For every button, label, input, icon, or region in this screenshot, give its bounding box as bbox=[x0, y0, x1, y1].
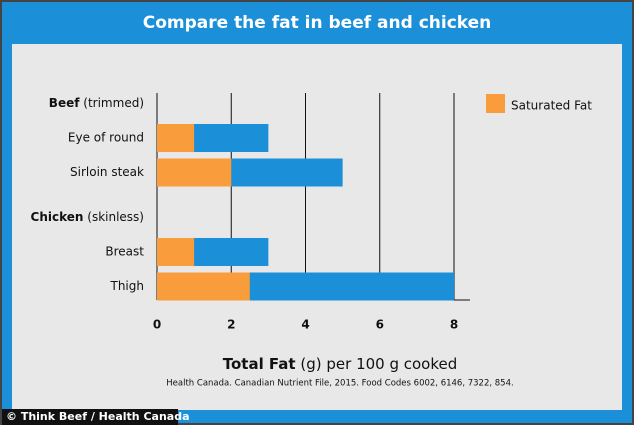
bar-saturated bbox=[157, 158, 232, 187]
group-name: Chicken bbox=[31, 210, 84, 224]
x-tick-label: 8 bbox=[450, 318, 458, 332]
x-axis-title: Total Fat (g) per 100 g cooked bbox=[223, 355, 458, 373]
legend-label: Saturated Fat bbox=[511, 99, 592, 113]
group-name: Beef bbox=[49, 96, 80, 110]
x-tick-label: 0 bbox=[153, 318, 161, 332]
bar-saturated bbox=[157, 272, 250, 301]
y-tick-label: Sirloin steak bbox=[70, 165, 144, 179]
group-label: Beef (trimmed) bbox=[49, 96, 144, 110]
group-detail: (trimmed) bbox=[83, 96, 144, 110]
bar-saturated bbox=[157, 238, 195, 266]
y-tick-label: Thigh bbox=[110, 279, 145, 293]
y-tick-label: Breast bbox=[105, 245, 144, 259]
x-tick-label: 2 bbox=[227, 318, 235, 332]
chart-title: Compare the fat in beef and chicken bbox=[143, 13, 492, 33]
panel bbox=[12, 44, 622, 410]
legend-swatch bbox=[486, 94, 505, 113]
x-axis-detail: (g) per 100 g cooked bbox=[300, 355, 457, 373]
credit: © Think Beef / Health Canada bbox=[6, 410, 190, 423]
x-tick-label: 6 bbox=[376, 318, 384, 332]
x-axis-label: Total Fat bbox=[223, 355, 296, 373]
source: Health Canada. Canadian Nutrient File, 2… bbox=[166, 379, 513, 389]
group-label: Chicken (skinless) bbox=[31, 210, 144, 224]
y-tick-label: Eye of round bbox=[68, 131, 144, 145]
group-detail: (skinless) bbox=[87, 210, 144, 224]
credit-bg bbox=[2, 409, 178, 425]
bar-saturated bbox=[157, 124, 195, 152]
x-tick-label: 4 bbox=[301, 318, 309, 332]
